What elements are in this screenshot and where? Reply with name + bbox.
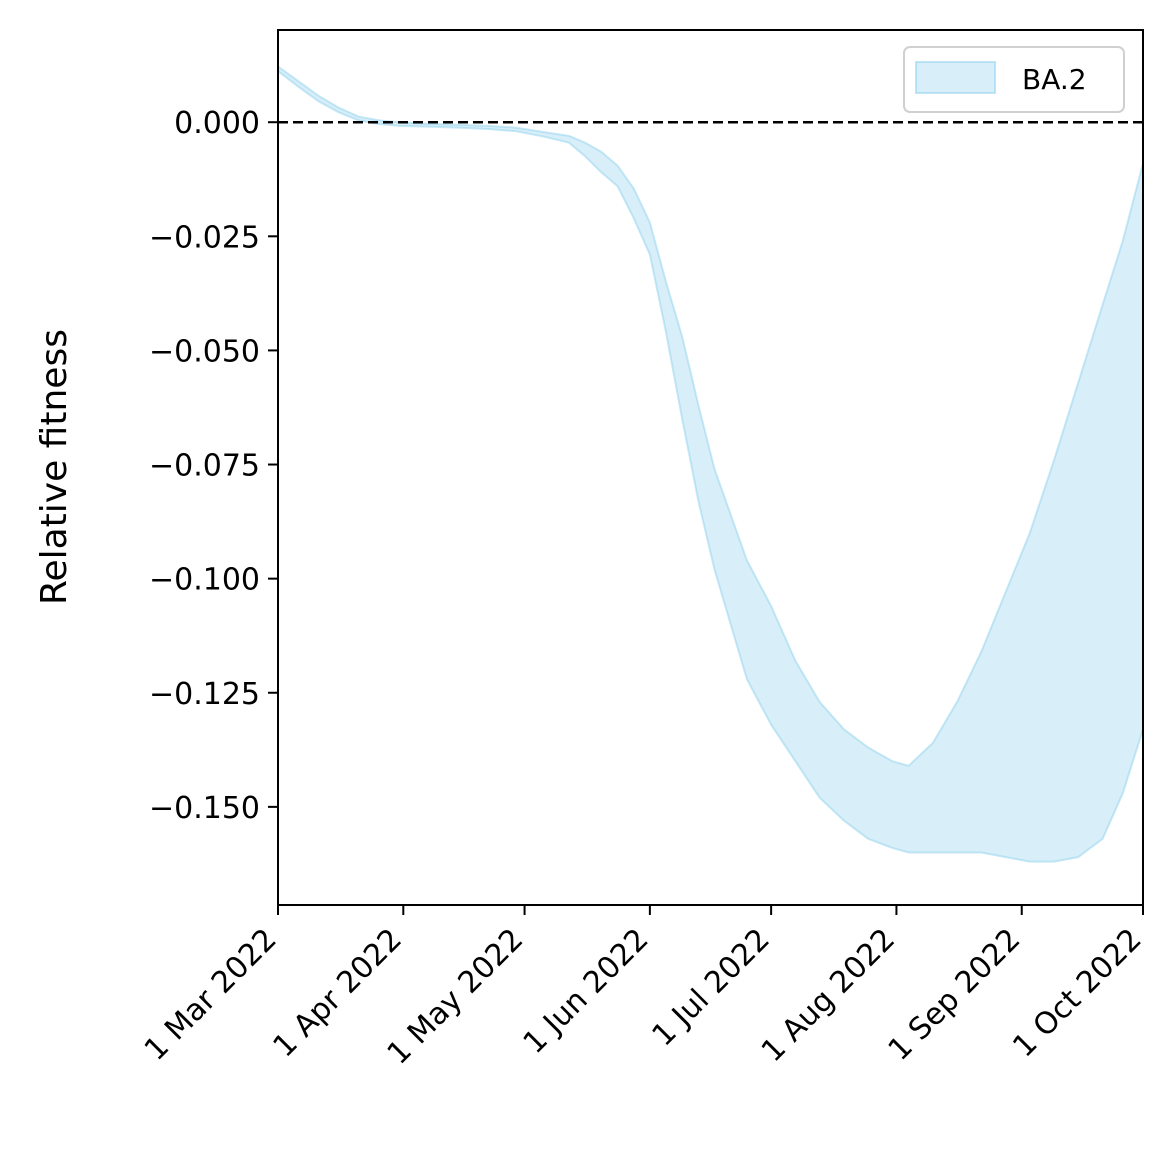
legend-frame — [903, 46, 1125, 113]
legend: BA.2 — [903, 46, 1125, 113]
legend-swatch — [915, 61, 996, 94]
legend-label-ba2: BA.2 — [1022, 63, 1087, 96]
y-tick-label: −0.100 — [149, 563, 260, 598]
x-tick-label: 1 Mar 2022 — [138, 922, 284, 1068]
x-tick-label: 1 Sep 2022 — [882, 922, 1028, 1068]
y-axis-ticks: 0.000 −0.025 −0.050 −0.075 −0.100 −0.125 −0.15… — [149, 106, 278, 826]
y-axis-label: Relative fitness — [34, 329, 75, 605]
y-tick-label: −0.025 — [149, 220, 260, 255]
y-tick-label: −0.050 — [149, 334, 260, 369]
y-tick-label: −0.075 — [149, 449, 260, 484]
y-tick-label: 0.000 — [174, 106, 260, 141]
x-tick-label: 1 Oct 2022 — [1006, 922, 1148, 1064]
y-tick-label: −0.125 — [149, 677, 260, 712]
x-tick-label: 1 Aug 2022 — [755, 922, 902, 1069]
band-ba2 — [277, 65, 1144, 863]
x-tick-label: 1 Jun 2022 — [517, 922, 656, 1061]
band-layer — [277, 65, 1144, 863]
x-tick-label: 1 Jul 2022 — [645, 922, 776, 1053]
axes-frame — [277, 29, 1144, 906]
y-tick-label: −0.150 — [149, 791, 260, 826]
